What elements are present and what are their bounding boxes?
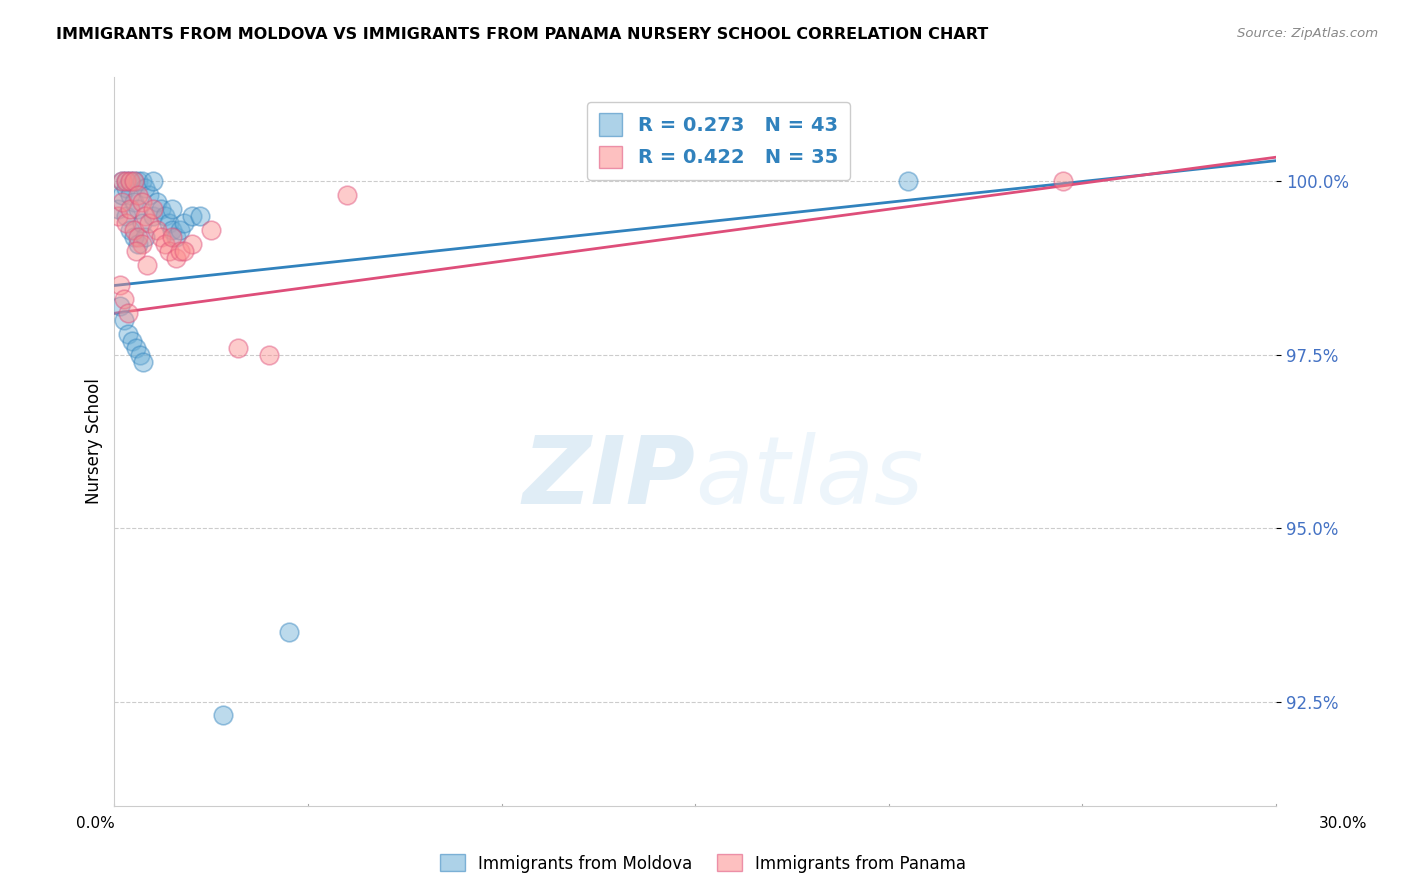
Point — [200, 223, 222, 237]
Point — [110, 278, 132, 293]
Point — [115, 174, 138, 188]
Point — [112, 313, 135, 327]
Legend: R = 0.273   N = 43, R = 0.422   N = 35: R = 0.273 N = 43, R = 0.422 N = 35 — [588, 102, 849, 179]
Point — [162, 223, 184, 237]
Point — [107, 209, 129, 223]
Point — [117, 306, 139, 320]
Point — [112, 293, 135, 307]
Point — [111, 188, 134, 202]
Point — [115, 209, 138, 223]
Point — [111, 195, 134, 210]
Legend: Immigrants from Moldova, Immigrants from Panama: Immigrants from Moldova, Immigrants from… — [433, 847, 973, 880]
Point — [142, 202, 165, 217]
Text: atlas: atlas — [695, 433, 924, 524]
Point — [228, 341, 250, 355]
Point — [127, 174, 149, 188]
Text: 30.0%: 30.0% — [1319, 816, 1367, 831]
Point — [131, 195, 153, 210]
Point — [134, 181, 156, 195]
Point — [122, 223, 145, 237]
Point — [111, 174, 134, 188]
Point — [169, 244, 191, 258]
Point — [127, 188, 149, 202]
Point — [131, 216, 153, 230]
Point — [111, 174, 134, 188]
Point — [897, 174, 920, 188]
Point — [121, 334, 143, 348]
Y-axis label: Nursery School: Nursery School — [86, 378, 103, 505]
Point — [110, 299, 132, 313]
Point — [162, 202, 184, 217]
Point — [146, 223, 169, 237]
Point — [1052, 174, 1074, 188]
Point — [165, 251, 187, 265]
Point — [165, 230, 187, 244]
Point — [149, 230, 172, 244]
Point — [146, 195, 169, 210]
Point — [138, 188, 160, 202]
Point — [118, 188, 141, 202]
Point — [132, 355, 155, 369]
Point — [134, 209, 156, 223]
Point — [157, 244, 180, 258]
Point — [117, 326, 139, 341]
Point — [107, 202, 129, 217]
Point — [188, 209, 211, 223]
Point — [127, 236, 149, 251]
Point — [142, 174, 165, 188]
Text: IMMIGRANTS FROM MOLDOVA VS IMMIGRANTS FROM PANAMA NURSERY SCHOOL CORRELATION CHA: IMMIGRANTS FROM MOLDOVA VS IMMIGRANTS FR… — [56, 27, 988, 42]
Point — [162, 230, 184, 244]
Point — [131, 236, 153, 251]
Point — [115, 216, 138, 230]
Point — [136, 258, 159, 272]
Point — [118, 174, 141, 188]
Point — [153, 209, 176, 223]
Point — [169, 223, 191, 237]
Point — [115, 181, 138, 195]
Point — [118, 223, 141, 237]
Point — [122, 174, 145, 188]
Point — [118, 174, 141, 188]
Text: Source: ZipAtlas.com: Source: ZipAtlas.com — [1237, 27, 1378, 40]
Text: 0.0%: 0.0% — [76, 816, 115, 831]
Point — [173, 244, 195, 258]
Point — [131, 174, 153, 188]
Point — [118, 202, 141, 217]
Point — [142, 209, 165, 223]
Text: ZIP: ZIP — [523, 432, 695, 524]
Point — [180, 236, 202, 251]
Point — [173, 216, 195, 230]
Point — [157, 216, 180, 230]
Point — [122, 174, 145, 188]
Point — [115, 174, 138, 188]
Point — [128, 348, 150, 362]
Point — [125, 341, 148, 355]
Point — [211, 708, 233, 723]
Point — [153, 236, 176, 251]
Point — [259, 348, 281, 362]
Point — [125, 244, 148, 258]
Point — [122, 230, 145, 244]
Point — [127, 230, 149, 244]
Point — [138, 216, 160, 230]
Point — [277, 625, 299, 640]
Point — [149, 202, 172, 217]
Point — [127, 202, 149, 217]
Point — [122, 195, 145, 210]
Point — [134, 230, 156, 244]
Point — [336, 188, 359, 202]
Point — [180, 209, 202, 223]
